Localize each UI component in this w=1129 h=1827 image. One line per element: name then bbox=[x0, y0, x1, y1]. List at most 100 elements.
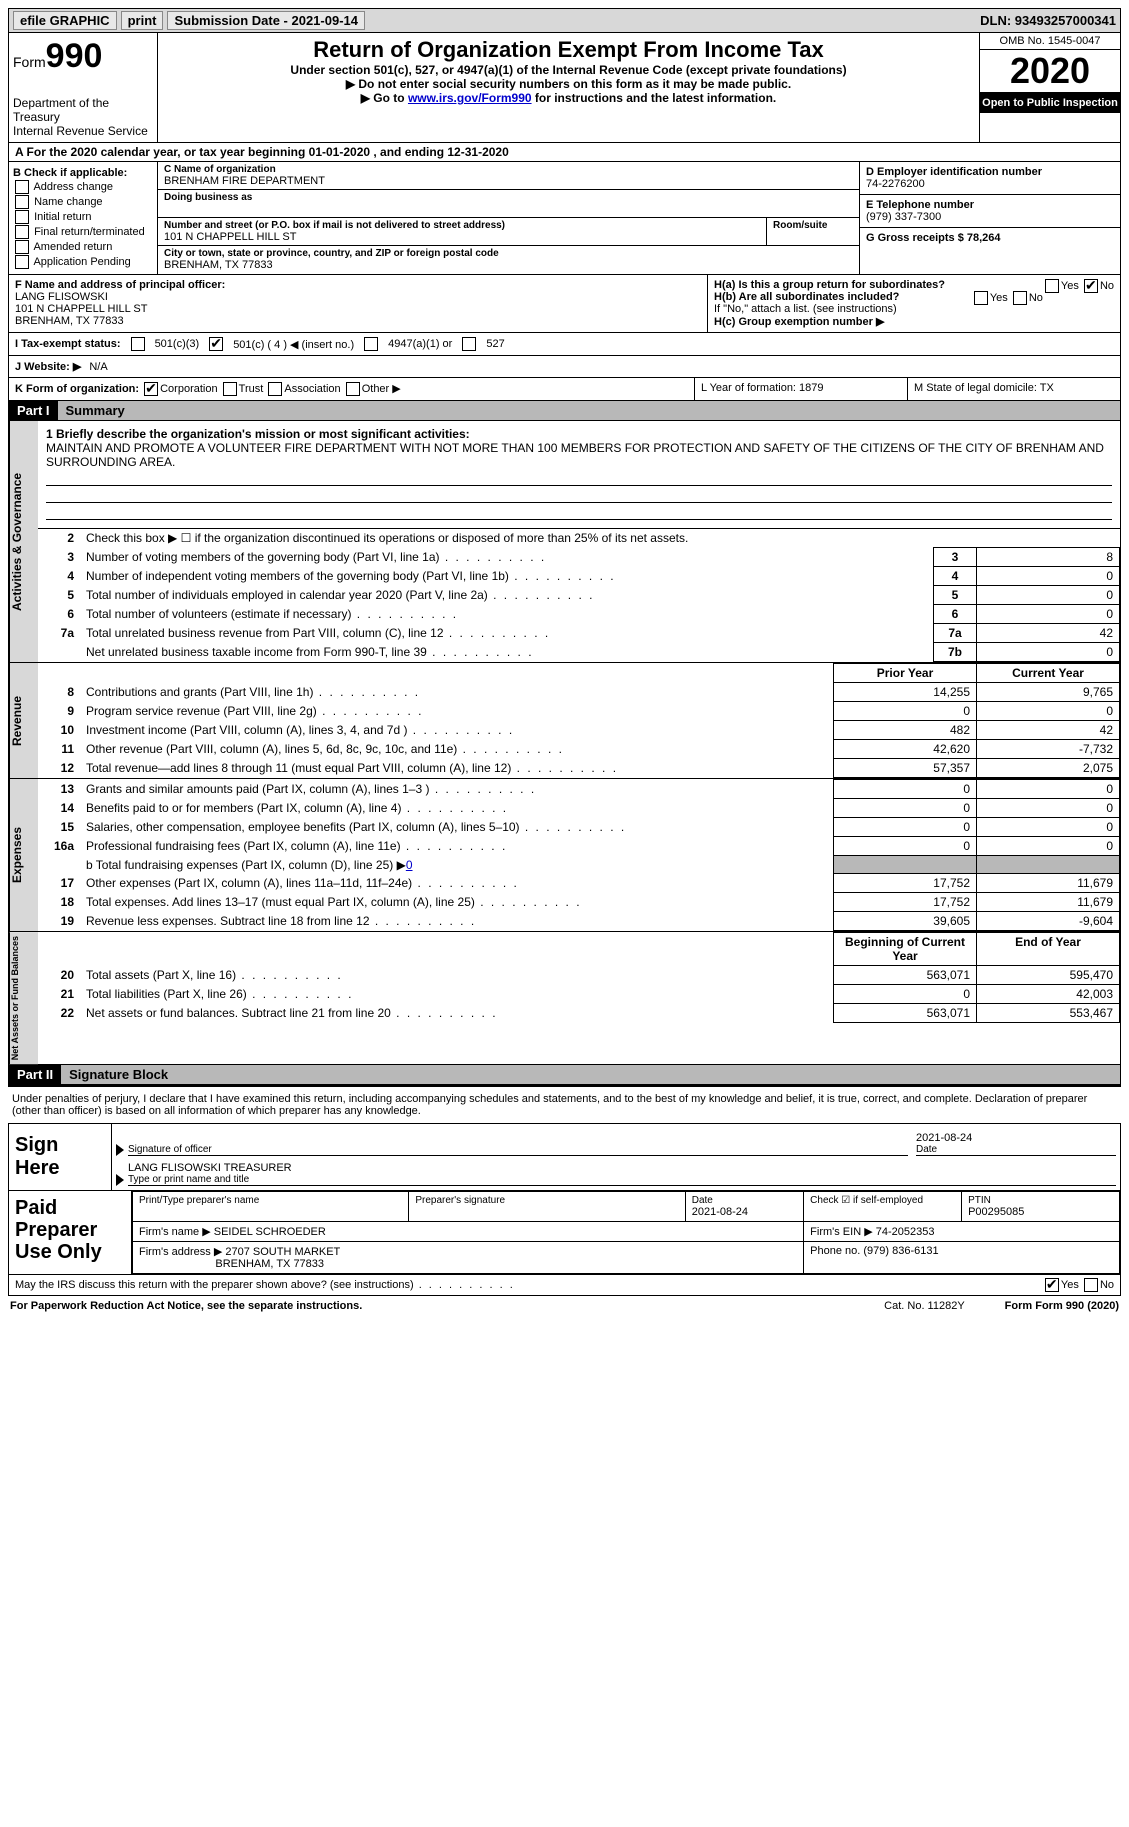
checkbox-icon[interactable] bbox=[1045, 279, 1059, 293]
footer-notice: For Paperwork Reduction Act Notice, see … bbox=[8, 1296, 1121, 1316]
line-text: Number of voting members of the governin… bbox=[80, 548, 934, 567]
prior-value: 0 bbox=[834, 799, 977, 818]
form-version: Form Form 990 (2020) bbox=[1005, 1300, 1119, 1312]
expenses-lines: 13Grants and similar amounts paid (Part … bbox=[38, 779, 1120, 931]
firm-name-label: Firm's name ▶ bbox=[139, 1226, 211, 1238]
line-text: Investment income (Part VIII, column (A)… bbox=[80, 721, 834, 740]
checkbox-icon[interactable] bbox=[15, 195, 29, 209]
checkbox-icon[interactable] bbox=[346, 382, 360, 396]
officer-addr1: 101 N CHAPPELL HILL ST bbox=[15, 303, 701, 315]
checkbox-icon[interactable] bbox=[144, 382, 158, 396]
form-header: Form990 Department of the Treasury Inter… bbox=[8, 33, 1121, 143]
note-ssn: ▶ Do not enter social security numbers o… bbox=[166, 77, 971, 91]
checkbox-icon[interactable] bbox=[209, 337, 223, 351]
fundraising-link[interactable]: 0 bbox=[406, 858, 413, 872]
opt-initial-return: Initial return bbox=[13, 210, 153, 224]
checkbox-icon[interactable] bbox=[223, 382, 237, 396]
prior-value: 17,752 bbox=[834, 893, 977, 912]
yes-label: Yes bbox=[1061, 1279, 1079, 1291]
cell-dba: Doing business as bbox=[158, 190, 859, 218]
line-text: Program service revenue (Part VIII, line… bbox=[80, 702, 834, 721]
line-text: Total liabilities (Part X, line 26) bbox=[80, 985, 834, 1004]
line-value: 0 bbox=[977, 605, 1120, 624]
goto-post: for instructions and the latest informat… bbox=[532, 91, 777, 105]
prior-value: 563,071 bbox=[834, 1004, 977, 1023]
dln-label: DLN: 93493257000341 bbox=[980, 13, 1116, 28]
part1-header: Part I Summary bbox=[8, 401, 1121, 421]
col-d-g: D Employer identification number 74-2276… bbox=[859, 162, 1120, 274]
paperwork-notice: For Paperwork Reduction Act Notice, see … bbox=[10, 1300, 362, 1312]
current-value: 553,467 bbox=[977, 1004, 1120, 1023]
checkbox-icon[interactable] bbox=[462, 337, 476, 351]
room-label: Room/suite bbox=[773, 220, 853, 231]
officer-name: LANG FLISOWSKI bbox=[15, 291, 701, 303]
row-a-period: A For the 2020 calendar year, or tax yea… bbox=[8, 143, 1121, 162]
row-k-l-m: K Form of organization: Corporation Trus… bbox=[8, 378, 1121, 401]
checkbox-icon[interactable] bbox=[131, 337, 145, 351]
opt-app-pending: Application Pending bbox=[13, 255, 153, 269]
checkbox-icon[interactable] bbox=[268, 382, 282, 396]
prep-check-hdr: Check ☑ if self-employed bbox=[810, 1195, 955, 1206]
prior-value: 17,752 bbox=[834, 874, 977, 893]
checkbox-icon[interactable] bbox=[15, 255, 29, 269]
checkbox-icon[interactable] bbox=[1013, 291, 1027, 305]
line2-text: Check this box ▶ ☐ if the organization d… bbox=[80, 529, 1120, 548]
irs-link[interactable]: www.irs.gov/Form990 bbox=[408, 91, 532, 105]
website-value: N/A bbox=[89, 361, 107, 373]
opt-corp: Corporation bbox=[160, 383, 217, 395]
prep-phone: (979) 836-6131 bbox=[863, 1245, 938, 1257]
discuss-text: May the IRS discuss this return with the… bbox=[15, 1279, 515, 1291]
current-value: 0 bbox=[977, 799, 1120, 818]
checkbox-icon[interactable] bbox=[1084, 1278, 1098, 1292]
discuss-row: May the IRS discuss this return with the… bbox=[8, 1275, 1121, 1296]
checkbox-icon[interactable] bbox=[15, 180, 29, 194]
preparer-table: Print/Type preparer's name Preparer's si… bbox=[132, 1191, 1120, 1274]
firm-name: SEIDEL SCHROEDER bbox=[214, 1226, 326, 1238]
cell-address: Number and street (or P.O. box if mail i… bbox=[158, 218, 859, 246]
line-text: Total revenue—add lines 8 through 11 (mu… bbox=[80, 759, 834, 778]
prep-date-val: 2021-08-24 bbox=[692, 1206, 797, 1218]
prior-value: 563,071 bbox=[834, 966, 977, 985]
row-i-status: I Tax-exempt status: 501(c)(3) 501(c) ( … bbox=[8, 333, 1121, 356]
current-value: 0 bbox=[977, 780, 1120, 799]
line-text: Grants and similar amounts paid (Part IX… bbox=[80, 780, 834, 799]
arrow-icon bbox=[116, 1144, 124, 1156]
current-value: 42,003 bbox=[977, 985, 1120, 1004]
governance-lines: 2Check this box ▶ ☐ if the organization … bbox=[38, 529, 1120, 662]
checkbox-icon[interactable] bbox=[15, 240, 29, 254]
prior-value: 0 bbox=[834, 985, 977, 1004]
print-button[interactable]: print bbox=[121, 11, 164, 30]
sig-date-value: 2021-08-24 bbox=[916, 1132, 1116, 1144]
street-address: 101 N CHAPPELL HILL ST bbox=[164, 231, 760, 243]
checkbox-icon[interactable] bbox=[15, 210, 29, 224]
sig-date-label: Date bbox=[916, 1144, 1116, 1155]
checkbox-icon[interactable] bbox=[15, 225, 29, 239]
cell-city: City or town, state or province, country… bbox=[158, 246, 859, 273]
current-value: 595,470 bbox=[977, 966, 1120, 985]
checkbox-icon[interactable] bbox=[1045, 1278, 1059, 1292]
checkbox-icon[interactable] bbox=[364, 337, 378, 351]
form-990-number: 990 bbox=[46, 37, 103, 75]
section-b-g: B Check if applicable: Address change Na… bbox=[8, 162, 1121, 275]
k-label: K Form of organization: bbox=[15, 383, 139, 395]
part2-title: Signature Block bbox=[61, 1065, 1120, 1084]
irs-label: Internal Revenue Service bbox=[13, 124, 153, 138]
phone-value: (979) 337-7300 bbox=[866, 211, 1114, 223]
open-public: Open to Public Inspection bbox=[980, 93, 1120, 113]
current-value: 2,075 bbox=[977, 759, 1120, 778]
checkbox-icon[interactable] bbox=[974, 291, 988, 305]
current-value: 11,679 bbox=[977, 874, 1120, 893]
sign-fields: Signature of officer 2021-08-24 Date LAN… bbox=[112, 1124, 1120, 1190]
opt-501c: 501(c) ( 4 ) ◀ (insert no.) bbox=[233, 338, 354, 351]
m-state: M State of legal domicile: TX bbox=[908, 378, 1120, 400]
org-name: BRENHAM FIRE DEPARTMENT bbox=[164, 175, 853, 187]
checkbox-icon[interactable] bbox=[1084, 279, 1098, 293]
netassets-block: Net Assets or Fund Balances Beginning of… bbox=[8, 932, 1121, 1065]
line-text: Other expenses (Part IX, column (A), lin… bbox=[80, 874, 834, 893]
prep-phone-label: Phone no. bbox=[810, 1245, 860, 1257]
sign-here-block: Sign Here Signature of officer 2021-08-2… bbox=[8, 1123, 1121, 1191]
header-mid: Return of Organization Exempt From Incom… bbox=[158, 33, 979, 142]
opt-4947: 4947(a)(1) or bbox=[388, 338, 452, 350]
hdr-current: Current Year bbox=[977, 664, 1120, 683]
part2-header: Part II Signature Block bbox=[8, 1065, 1121, 1085]
